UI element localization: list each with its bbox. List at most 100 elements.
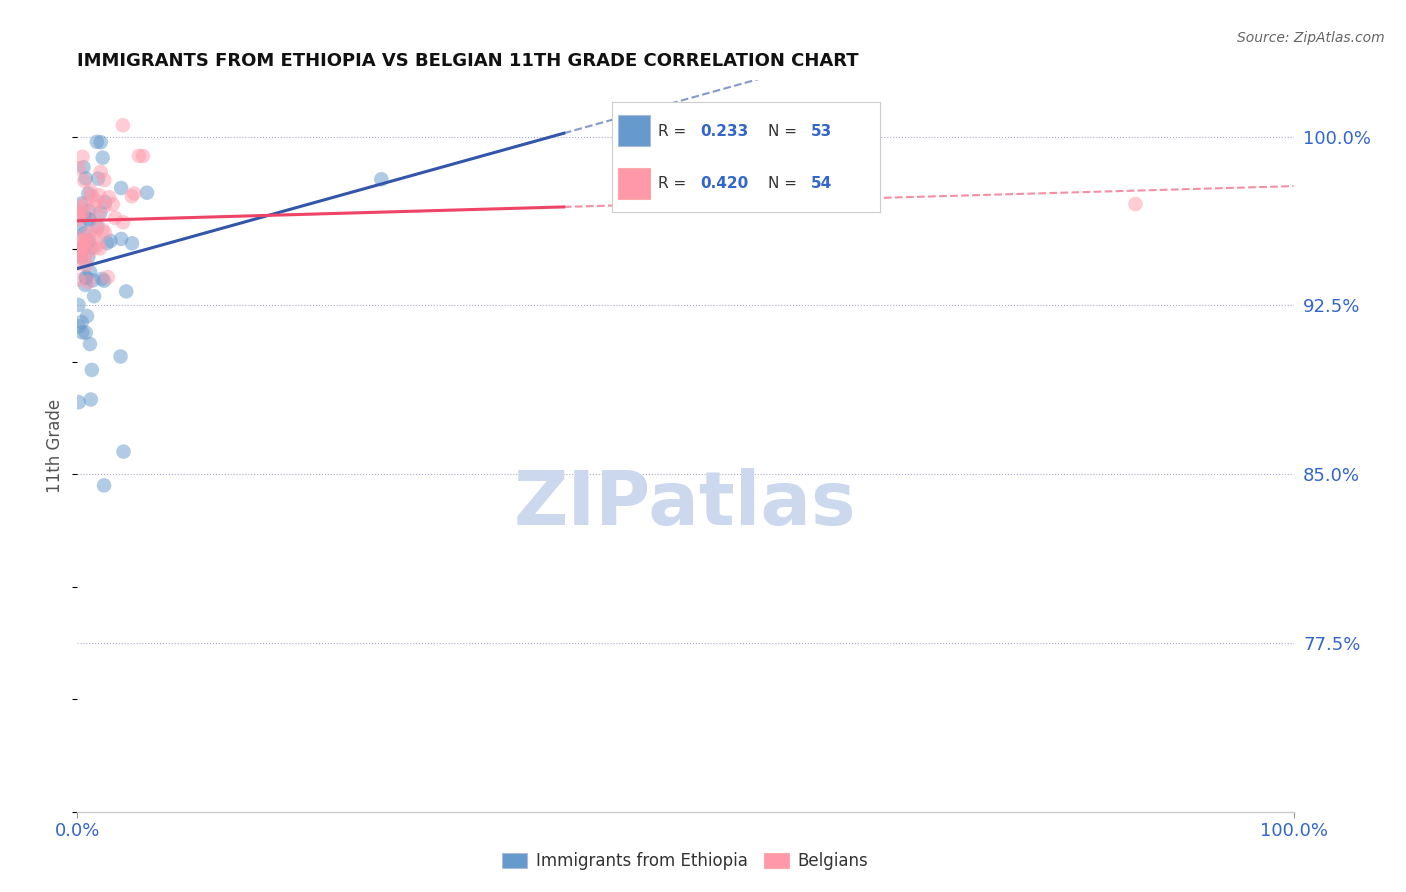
Point xyxy=(79,183,101,197)
Point xyxy=(77,250,100,264)
Point xyxy=(75,233,97,247)
Point xyxy=(73,252,96,266)
Point xyxy=(104,211,127,225)
Point xyxy=(67,206,90,220)
Point xyxy=(93,173,115,187)
Point xyxy=(136,186,159,200)
Point xyxy=(77,275,100,289)
Point xyxy=(79,265,101,279)
Point xyxy=(72,204,94,219)
Point xyxy=(370,172,392,186)
Point xyxy=(67,298,90,312)
Point xyxy=(82,273,104,287)
Point xyxy=(72,241,94,255)
Point xyxy=(67,231,90,245)
Point xyxy=(67,319,90,334)
Point xyxy=(86,219,108,234)
Point xyxy=(83,241,105,255)
Point xyxy=(86,194,108,208)
Point xyxy=(115,285,138,299)
Point xyxy=(72,160,94,174)
Point xyxy=(89,205,111,219)
Point xyxy=(84,199,107,213)
Point xyxy=(77,245,100,260)
Point xyxy=(72,242,94,256)
Point xyxy=(93,274,115,288)
Point xyxy=(73,226,96,240)
Point xyxy=(94,226,117,240)
Point xyxy=(122,186,145,201)
Point xyxy=(98,190,121,204)
Point xyxy=(70,251,93,265)
Point xyxy=(79,337,101,351)
Point xyxy=(100,234,122,248)
Point xyxy=(70,315,93,329)
Point xyxy=(73,174,96,188)
Text: Source: ZipAtlas.com: Source: ZipAtlas.com xyxy=(1237,31,1385,45)
Point xyxy=(72,208,94,222)
Y-axis label: 11th Grade: 11th Grade xyxy=(46,399,65,493)
Point xyxy=(93,478,115,492)
Point xyxy=(69,220,91,235)
Point xyxy=(67,257,90,271)
Point xyxy=(91,223,114,237)
Point xyxy=(128,149,150,163)
Point xyxy=(76,309,98,323)
Point xyxy=(67,273,90,287)
Point xyxy=(67,209,90,223)
Point xyxy=(80,392,103,407)
Point xyxy=(67,212,90,227)
Point xyxy=(75,277,97,292)
Point xyxy=(75,326,97,340)
Point xyxy=(94,194,117,209)
Point xyxy=(70,326,93,340)
Point xyxy=(80,363,103,377)
Point xyxy=(75,258,97,272)
Point xyxy=(75,235,97,249)
Point xyxy=(86,135,108,149)
Point xyxy=(75,196,97,211)
Point xyxy=(101,197,124,211)
Point xyxy=(90,135,112,149)
Point xyxy=(67,248,90,262)
Point xyxy=(72,234,94,248)
Point xyxy=(77,186,100,201)
Point xyxy=(110,181,132,195)
Point xyxy=(1125,197,1147,211)
Point xyxy=(89,242,111,256)
Point xyxy=(75,171,97,186)
Point xyxy=(83,289,105,303)
Point xyxy=(76,235,98,250)
Point xyxy=(77,226,100,240)
Point xyxy=(75,271,97,285)
Point xyxy=(93,199,115,213)
Point xyxy=(112,444,135,458)
Text: ZIPatlas: ZIPatlas xyxy=(515,468,856,541)
Point xyxy=(91,151,114,165)
Point xyxy=(67,248,90,262)
Point xyxy=(72,150,94,164)
Point xyxy=(84,223,107,237)
Point xyxy=(72,241,94,255)
Point xyxy=(77,233,100,247)
Point xyxy=(90,165,112,179)
Point xyxy=(70,196,93,211)
Point xyxy=(97,270,120,285)
Text: IMMIGRANTS FROM ETHIOPIA VS BELGIAN 11TH GRADE CORRELATION CHART: IMMIGRANTS FROM ETHIOPIA VS BELGIAN 11TH… xyxy=(77,53,859,70)
Point xyxy=(110,350,132,364)
Point xyxy=(83,229,105,244)
Point xyxy=(87,188,110,202)
Point xyxy=(67,161,90,176)
Point xyxy=(73,237,96,252)
Point xyxy=(67,241,90,255)
Point xyxy=(87,171,110,186)
Point xyxy=(121,236,143,251)
Point xyxy=(111,118,134,132)
Point xyxy=(80,241,103,255)
Point xyxy=(110,232,132,246)
Point xyxy=(79,213,101,227)
Point xyxy=(96,235,118,250)
Point xyxy=(70,245,93,260)
Point xyxy=(132,149,155,163)
Point xyxy=(91,272,114,286)
